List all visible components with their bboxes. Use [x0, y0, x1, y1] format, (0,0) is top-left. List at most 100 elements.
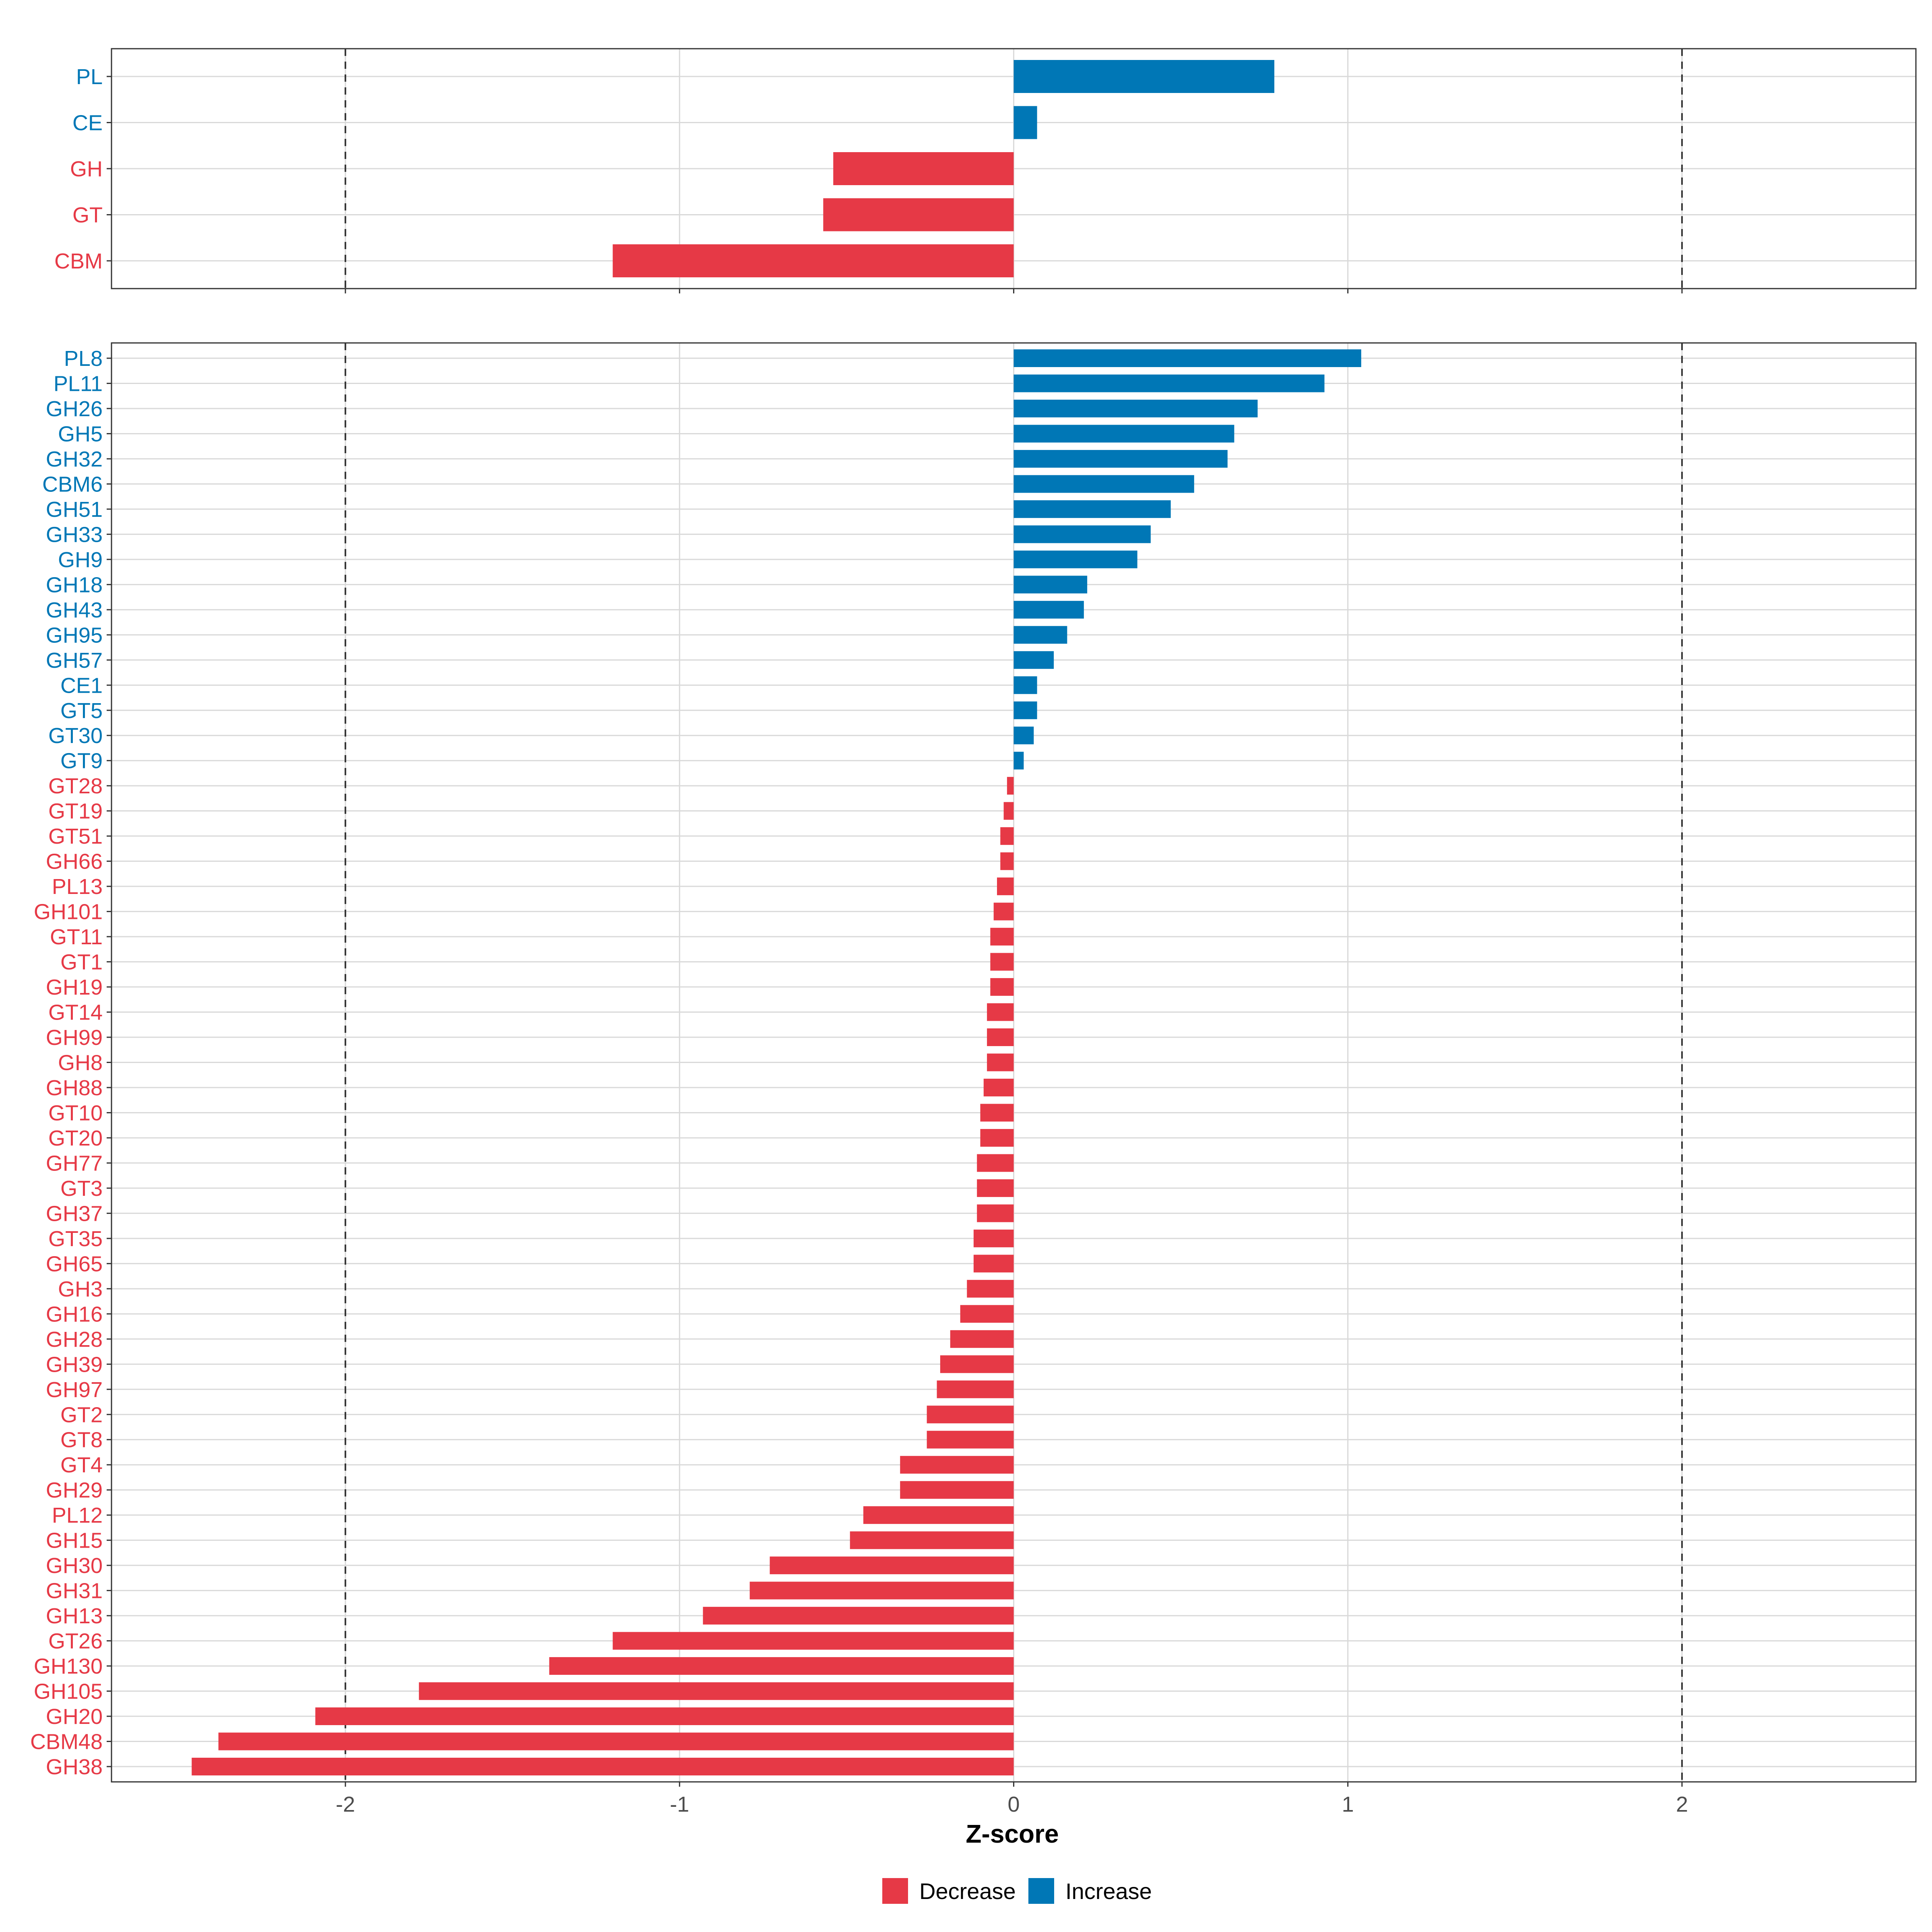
bar-gh51: [1013, 500, 1171, 518]
bar-gh57: [1013, 651, 1054, 669]
category-label: GH15: [46, 1529, 103, 1553]
category-label: GT: [72, 203, 103, 227]
category-label: GH130: [34, 1654, 103, 1678]
bar-gt5: [1013, 701, 1037, 719]
bar-gh30: [770, 1556, 1014, 1575]
bar-gh88: [983, 1078, 1014, 1096]
x-tick-label: 0: [1007, 1792, 1020, 1816]
category-label: PL: [76, 65, 103, 89]
category-label: GT30: [48, 724, 103, 748]
top-panel-category-labels: PL CE GH GT CBM: [54, 65, 103, 273]
top-panel-border: [111, 48, 1917, 289]
legend-key-increase: [1028, 1878, 1054, 1904]
bar-gt10: [980, 1104, 1014, 1122]
bar-gt1: [990, 953, 1014, 971]
category-label: GH101: [34, 900, 103, 924]
category-label: GT19: [48, 799, 103, 824]
category-label: GH77: [46, 1151, 103, 1175]
bar-gh20: [315, 1707, 1014, 1726]
bar-gt8: [927, 1430, 1014, 1449]
bottom-panel-border: [111, 342, 1917, 1783]
bar-gh29: [900, 1481, 1014, 1499]
bar-gt4: [900, 1456, 1014, 1474]
bar-gh16: [960, 1305, 1014, 1323]
category-label: GT2: [60, 1403, 103, 1427]
category-label: GH28: [46, 1327, 103, 1352]
category-label: GH32: [46, 447, 103, 471]
category-label: GH30: [46, 1554, 103, 1578]
category-label: GH16: [46, 1302, 103, 1326]
bar-pl12: [863, 1506, 1014, 1524]
legend-label-increase: Increase: [1065, 1878, 1152, 1904]
category-label: GH38: [46, 1755, 103, 1779]
bar-gh39: [940, 1355, 1014, 1373]
legend-label-decrease: Decrease: [919, 1878, 1016, 1904]
top-panel-reference-lines: [345, 49, 1683, 289]
category-label: GT14: [48, 1001, 103, 1025]
category-label: GH20: [46, 1705, 103, 1729]
category-label: GH8: [58, 1051, 103, 1075]
x-tick-label: -2: [336, 1792, 355, 1816]
top-panel-bars: [613, 60, 1275, 277]
category-label: CBM6: [42, 472, 103, 496]
bar-gh18: [1013, 576, 1088, 594]
category-label: GT20: [48, 1126, 103, 1150]
bar-gh33: [1013, 525, 1151, 543]
bar-gh95: [1013, 626, 1067, 644]
bottom-panel-reference-lines: [345, 343, 1683, 1782]
category-label: GH57: [46, 648, 103, 673]
bar-gh38: [192, 1758, 1014, 1775]
bar-gt35: [973, 1229, 1014, 1247]
category-label: GT51: [48, 824, 103, 848]
category-label: GH29: [46, 1478, 103, 1503]
category-label: GT3: [60, 1177, 103, 1201]
bar-gh28: [950, 1330, 1014, 1348]
bar-gh31: [749, 1581, 1014, 1600]
bar-cbm6: [1013, 475, 1194, 493]
bar-gh3: [967, 1280, 1014, 1298]
category-label: GT8: [60, 1428, 103, 1452]
x-tick-label: 2: [1676, 1792, 1688, 1816]
category-label: GT28: [48, 774, 103, 798]
category-label: GH31: [46, 1579, 103, 1603]
category-label: GT5: [60, 699, 103, 723]
category-label: GH39: [46, 1352, 103, 1377]
category-label: GH51: [46, 497, 103, 522]
bar-pl8: [1013, 349, 1361, 367]
category-label: GH105: [34, 1680, 103, 1704]
bar-gh15: [850, 1531, 1014, 1549]
x-axis-title: Z-score: [966, 1819, 1059, 1848]
legend-key-decrease: [882, 1878, 908, 1904]
bar-gh32: [1013, 450, 1228, 468]
x-tick-label: 1: [1342, 1792, 1354, 1816]
bottom-panel-category-labels: PL8PL11GH26GH5GH32CBM6GH51GH33GH9GH18GH4…: [30, 347, 103, 1779]
category-label: PL11: [54, 372, 103, 396]
category-label: PL12: [52, 1503, 103, 1527]
category-label: CE: [72, 111, 103, 135]
category-label: GH3: [58, 1277, 103, 1301]
bar-gt19: [1003, 802, 1014, 820]
bar-gh101: [993, 902, 1014, 921]
bar-gt3: [977, 1179, 1014, 1197]
category-label: GT1: [60, 950, 103, 974]
bar-gt26: [613, 1632, 1014, 1650]
category-label: CBM48: [30, 1730, 103, 1754]
bar-gh105: [419, 1682, 1014, 1700]
bar-gh19: [990, 978, 1014, 996]
category-label: GH26: [46, 397, 103, 421]
x-axis-tick-labels: -2 -1 0 1 2: [336, 1792, 1688, 1816]
category-label: GT9: [60, 749, 103, 773]
bar-gh: [833, 152, 1014, 185]
category-label: GT4: [60, 1453, 103, 1477]
category-label: CBM: [54, 249, 103, 273]
bar-ce1: [1013, 676, 1037, 694]
bar-cbm48: [218, 1732, 1014, 1750]
bar-gt: [823, 198, 1014, 231]
bottom-panel-bars: [192, 349, 1361, 1775]
bar-pl11: [1013, 374, 1325, 392]
category-label: GH33: [46, 522, 103, 547]
x-tick-label: -1: [670, 1792, 689, 1816]
category-label: CE1: [60, 673, 103, 698]
bar-cbm: [613, 244, 1014, 277]
